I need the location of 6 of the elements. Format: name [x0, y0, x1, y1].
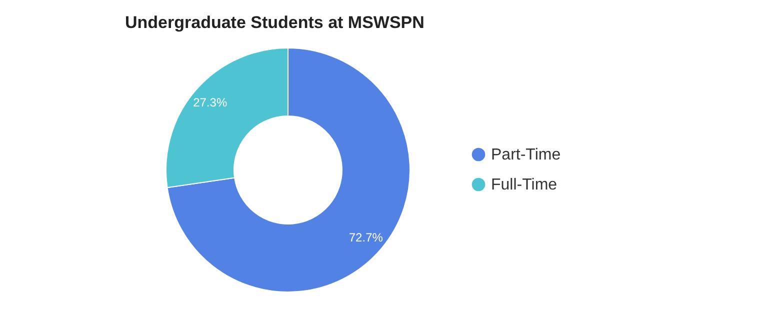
data-label: 72.7% — [348, 230, 384, 244]
donut-slice — [166, 48, 410, 292]
legend-label: Full-Time — [491, 176, 558, 194]
data-label: 27.3% — [193, 96, 228, 110]
legend-label: Part-Time — [491, 146, 561, 164]
chart-title: Undergraduate Students at MSWSPN — [125, 13, 424, 32]
